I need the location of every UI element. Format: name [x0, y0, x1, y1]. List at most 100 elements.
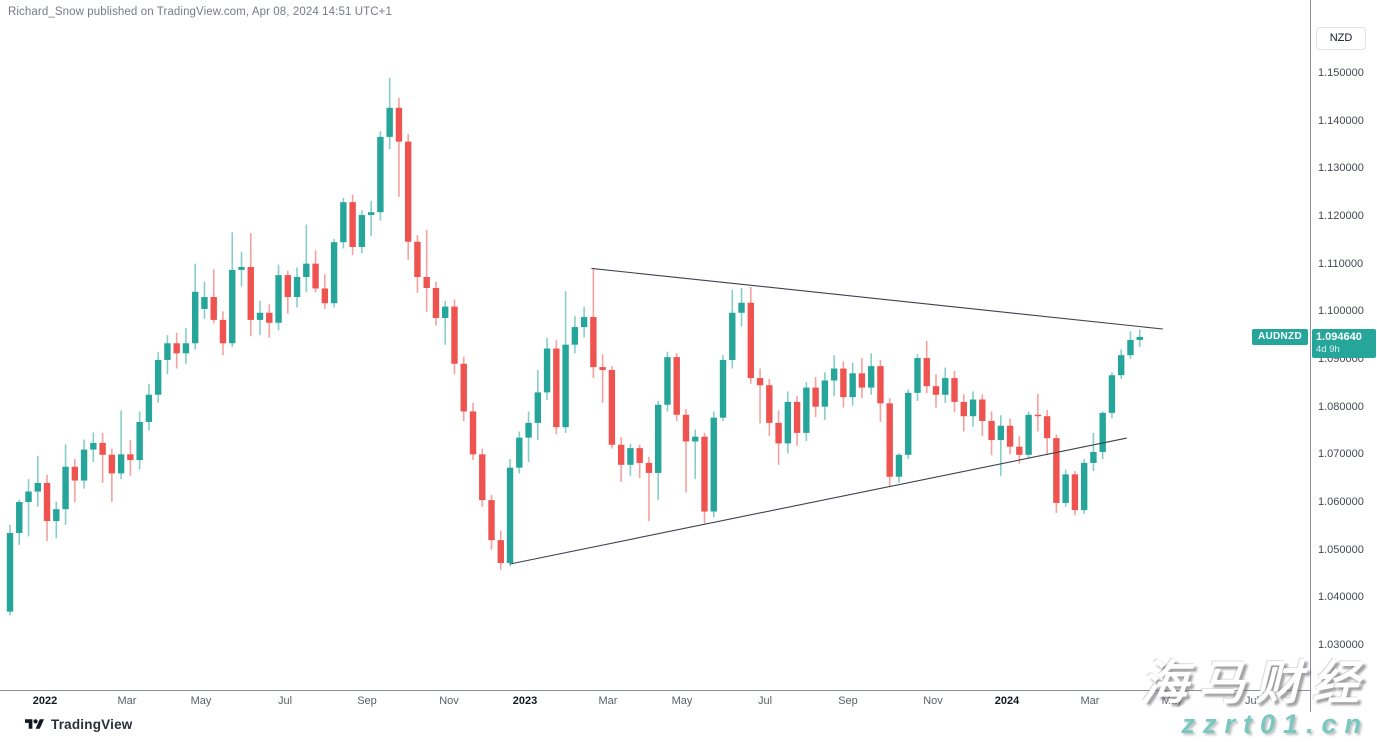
candle-body [1016, 446, 1023, 455]
candle-body [90, 442, 97, 450]
candle-body [238, 267, 245, 270]
price-tick-label: 1.130000 [1318, 162, 1364, 174]
last-price-value: 1.094640 [1316, 331, 1362, 343]
price-tick-label: 1.040000 [1318, 591, 1364, 603]
candle-body [1043, 416, 1051, 439]
candle-body [229, 269, 236, 344]
candle-body [516, 437, 523, 468]
candle-body [173, 343, 180, 354]
candle-body [117, 454, 125, 474]
candle-body [775, 422, 782, 444]
candle-body [442, 306, 449, 319]
price-tick-label: 1.080000 [1318, 401, 1364, 413]
candle-body [377, 136, 384, 213]
candle-body [386, 107, 393, 137]
candle-body [284, 275, 291, 298]
symbol-price-label: AUDNZD [1251, 329, 1308, 345]
candle-body [367, 212, 375, 216]
price-tick-label: 1.110000 [1318, 258, 1364, 270]
candle-body [793, 401, 801, 433]
candle-body [617, 444, 625, 465]
upper-descending-resistance[interactable] [591, 267, 1163, 330]
candle-body [71, 466, 79, 481]
tradingview-brand-text: TradingView [51, 717, 133, 732]
candle-body [43, 482, 51, 522]
candle-body [358, 215, 366, 247]
candle-body [729, 312, 736, 360]
candle-body [951, 378, 958, 402]
candle-wick [398, 97, 400, 197]
candle-body [1099, 412, 1106, 452]
tradingview-brand-link[interactable]: TradingView [25, 717, 132, 732]
time-tick-month: Nov [923, 695, 943, 707]
candle-body [1053, 438, 1060, 503]
price-tick-label: 1.050000 [1318, 544, 1364, 556]
candle-body [840, 368, 847, 398]
candle-body [756, 378, 764, 386]
candle-wick [370, 200, 372, 237]
time-tick-month: Mar [598, 695, 618, 707]
candle-wick [27, 479, 30, 537]
bar-countdown: 4d 9h [1316, 344, 1340, 355]
currency-toggle-button[interactable]: NZD [1316, 27, 1366, 50]
candle-body [905, 392, 912, 455]
candle-body [256, 312, 264, 320]
candle-body [247, 267, 254, 320]
time-tick-month: Nov [439, 695, 459, 707]
candle-body [312, 263, 319, 289]
candle-body [62, 466, 69, 510]
candle-body [1118, 355, 1125, 376]
candle-body [1127, 339, 1134, 356]
candle-body [469, 411, 477, 455]
candle-body [627, 448, 634, 465]
candle-wick [212, 269, 215, 324]
candle-body [404, 141, 412, 242]
triangle-trendlines[interactable] [509, 267, 1163, 565]
candle-body [784, 401, 792, 444]
candle-body [645, 462, 653, 473]
candle-body [182, 343, 190, 354]
candle-body [858, 373, 866, 388]
candle-body [1108, 375, 1116, 413]
candle-body [571, 327, 579, 345]
price-axis[interactable]: NZD 1.150000 1.140000 1.130000 1.120000 1.11… [1310, 0, 1377, 712]
time-tick-month: Sep [838, 695, 858, 707]
candle-body [1062, 474, 1069, 503]
candle-body [219, 319, 227, 344]
candle-wick [120, 410, 122, 480]
candle-body [914, 358, 921, 393]
candle-wick [101, 432, 104, 483]
candle-body [867, 366, 875, 388]
candle-body [673, 357, 680, 415]
candle-body [942, 378, 949, 395]
candle-body [127, 454, 134, 461]
candle-body [460, 363, 467, 412]
candle-body [321, 288, 329, 304]
candle-body [534, 392, 542, 423]
candle-wick [111, 448, 113, 503]
candle-body [1034, 414, 1042, 417]
candle-body [580, 317, 588, 328]
candle-body [275, 275, 282, 323]
time-tick-year: 2024 [994, 695, 1020, 707]
lower-ascending-support[interactable] [509, 437, 1127, 565]
candle-wick [305, 224, 308, 293]
candle-body [303, 263, 310, 278]
time-tick-month: Mar [117, 695, 137, 707]
candle-body [997, 425, 1005, 441]
watermark-url: zzrt01.cn [1181, 709, 1369, 739]
candle-body [1025, 414, 1032, 455]
candle-body [525, 422, 532, 438]
candle-body [1080, 462, 1088, 511]
price-tick-label: 1.120000 [1318, 210, 1364, 222]
time-tick-month: May [190, 695, 212, 707]
time-axis[interactable]: 2022 Mar May Jul Sep Nov 2023 Mar May Jul Sep Nov 20… [0, 690, 1377, 713]
candlestick-chart[interactable] [0, 0, 1310, 690]
candle-body [655, 404, 662, 473]
price-tick-label: 1.140000 [1318, 115, 1364, 127]
time-tick-month: Jul [757, 695, 773, 707]
candle-body [969, 399, 977, 417]
time-tick-year: 2023 [512, 695, 538, 707]
candle-body [1071, 474, 1079, 511]
